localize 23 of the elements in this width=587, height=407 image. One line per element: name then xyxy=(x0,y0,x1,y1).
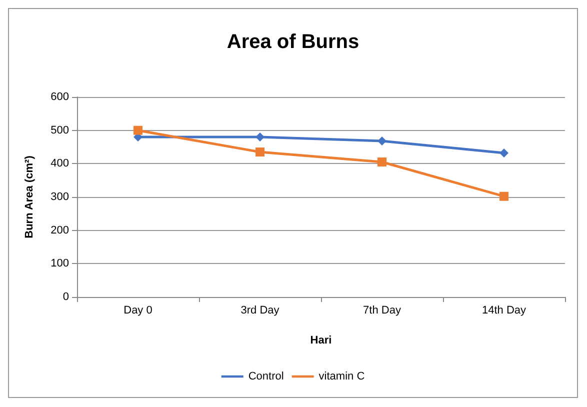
legend-label: Control xyxy=(248,370,284,382)
x-tick-label: Day 0 xyxy=(124,304,152,316)
point xyxy=(256,132,264,142)
y-tick-label: 400 xyxy=(50,158,69,170)
y-tick-label: 0 xyxy=(62,291,69,303)
y-axis-title: Burn Area (cm²) xyxy=(24,155,36,238)
legend-label: vitamin C xyxy=(318,370,365,382)
x-tick-label: 3rd Day xyxy=(240,304,280,316)
point xyxy=(500,192,508,201)
y-tick-label: 100 xyxy=(50,258,69,270)
x-tick-label: 14th Day xyxy=(482,304,527,316)
point xyxy=(134,126,142,135)
y-tick-label: 300 xyxy=(50,191,69,203)
y-tick-label: 600 xyxy=(50,91,69,103)
chart-title: Area of Burns xyxy=(226,31,360,53)
y-tick-label: 500 xyxy=(50,124,69,136)
x-tick-label: 7th Day xyxy=(363,304,402,316)
y-tick-label: 200 xyxy=(50,224,69,236)
point xyxy=(378,158,386,166)
x-axis-title: Hari xyxy=(310,334,332,346)
point xyxy=(256,148,264,156)
point xyxy=(378,136,386,146)
point xyxy=(500,148,508,158)
